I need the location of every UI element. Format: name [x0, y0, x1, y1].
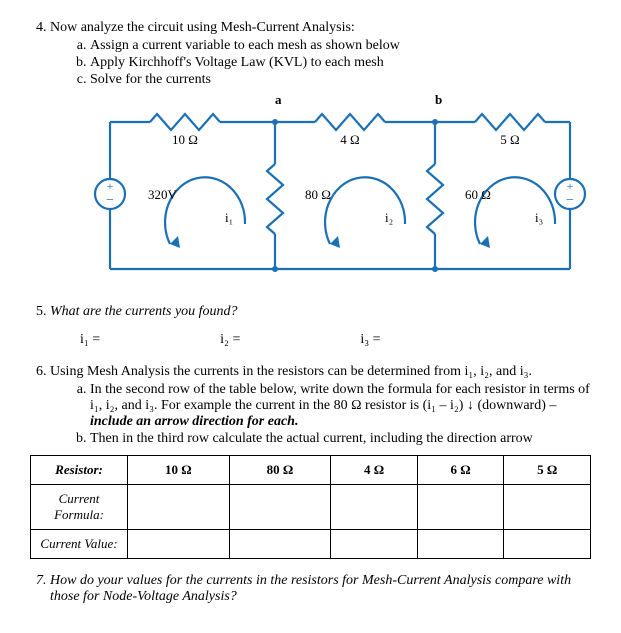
q6-text: Using Mesh Analysis the currents in the … [50, 364, 532, 379]
r-5ohm-label: 5 Ω [500, 132, 519, 147]
svg-text:+: + [107, 179, 114, 193]
i2-label: i₂ [385, 210, 393, 225]
node-b-label: b [435, 94, 442, 107]
cell-value-4 [331, 530, 418, 559]
q6-sub-a: In the second row of the table below, wr… [90, 382, 591, 430]
question-7: How do your values for the currents in t… [50, 573, 591, 605]
hdr-10: 10 Ω [128, 456, 230, 485]
r-4ohm-label: 4 Ω [340, 132, 359, 147]
hdr-4: 4 Ω [331, 456, 418, 485]
node-a-label: a [275, 94, 282, 107]
cell-formula-80 [229, 485, 331, 530]
i2-answer: i₂ = [220, 332, 240, 348]
question-5: What are the currents you found? i₁ = i₂… [50, 304, 591, 348]
cell-formula-10 [128, 485, 230, 530]
cell-formula-6 [417, 485, 504, 530]
row-formula-label: Current Formula: [31, 485, 128, 530]
v-320-label: 320V [148, 187, 178, 202]
i3-label: i₃ [535, 210, 543, 225]
svg-text:−: − [566, 193, 574, 208]
cell-value-5 [504, 530, 591, 559]
cell-formula-4 [331, 485, 418, 530]
hdr-5: 5 Ω [504, 456, 591, 485]
cell-value-10 [128, 530, 230, 559]
i3-answer: i₃ = [360, 332, 380, 348]
cell-value-80 [229, 530, 331, 559]
q5-text: What are the currents you found? [50, 304, 238, 319]
hdr-resistor: Resistor: [31, 456, 128, 485]
question-4: Now analyze the circuit using Mesh-Curre… [50, 20, 591, 294]
i1-answer: i₁ = [80, 332, 100, 348]
row-value-label: Current Value: [31, 530, 128, 559]
q7-text: How do your values for the currents in t… [50, 573, 571, 604]
r-80ohm-label: 80 Ω [305, 187, 331, 202]
cell-value-6 [417, 530, 504, 559]
svg-text:+: + [567, 179, 574, 193]
hdr-6: 6 Ω [417, 456, 504, 485]
svg-text:−: − [106, 193, 114, 208]
i1-label: i₁ [225, 210, 233, 225]
q4-sub-c: Solve for the currents [90, 72, 591, 88]
q4-sub-a: Assign a current variable to each mesh a… [90, 38, 591, 54]
cell-formula-5 [504, 485, 591, 530]
q4-sub-b: Apply Kirchhoff's Voltage Law (KVL) to e… [90, 55, 591, 71]
r-60ohm-label: 60 Ω [465, 187, 491, 202]
resistor-table: Resistor: 10 Ω 80 Ω 4 Ω 6 Ω 5 Ω Current … [30, 455, 591, 559]
r-10ohm-label: 10 Ω [172, 132, 198, 147]
question-6: Using Mesh Analysis the currents in the … [50, 364, 591, 447]
q6-sub-b: Then in the third row calculate the actu… [90, 431, 591, 447]
circuit-diagram: a b [80, 94, 591, 294]
hdr-80: 80 Ω [229, 456, 331, 485]
q4-text: Now analyze the circuit using Mesh-Curre… [50, 20, 355, 35]
